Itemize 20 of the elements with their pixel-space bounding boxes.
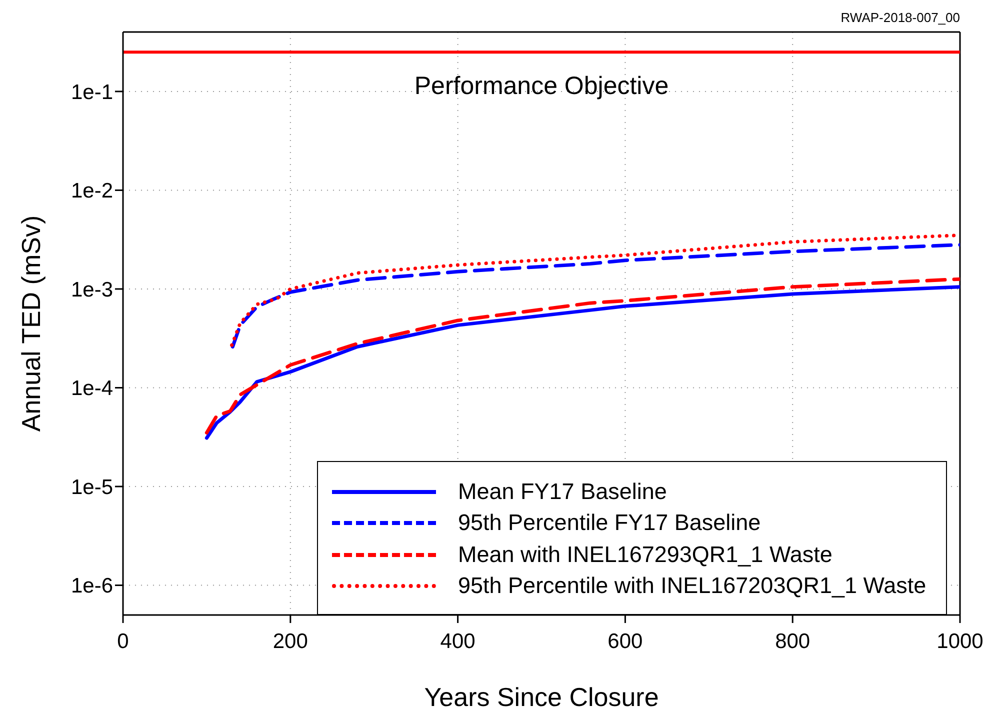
x-tick-label: 400	[440, 630, 476, 653]
y-tick-label: 1e-5	[70, 476, 113, 499]
y-tick-label: 1e-6	[70, 574, 113, 598]
y-tick-label: 1e-3	[70, 278, 113, 302]
legend-label: 95th Percentile FY17 Baseline	[458, 510, 761, 536]
y-tick-label: 1e-2	[70, 180, 113, 203]
y-tick-label: 1e-1	[70, 80, 113, 104]
x-tick-label: 800	[775, 630, 810, 653]
x-tick-label: 0	[117, 630, 129, 653]
y-tick-label: 1e-4	[70, 377, 114, 400]
legend-label: 95th Percentile with INEL167203QR1_1 Waste	[458, 573, 926, 600]
x-tick-label: 200	[272, 630, 308, 653]
legend-label: Mean with INEL167293QR1_1 Waste	[458, 542, 832, 568]
legend-label: Mean FY17 Baseline	[458, 478, 667, 505]
ref-line-label: Performance Objective	[414, 72, 669, 100]
x-tick-label: 600	[608, 630, 643, 653]
text: RWAP-2018-007_00	[840, 10, 960, 25]
x-tick-label: 1000	[936, 630, 984, 653]
x-axis-title: Years Since Closure	[424, 682, 659, 710]
y-axis-title: Annual TED (mSv)	[16, 215, 46, 432]
